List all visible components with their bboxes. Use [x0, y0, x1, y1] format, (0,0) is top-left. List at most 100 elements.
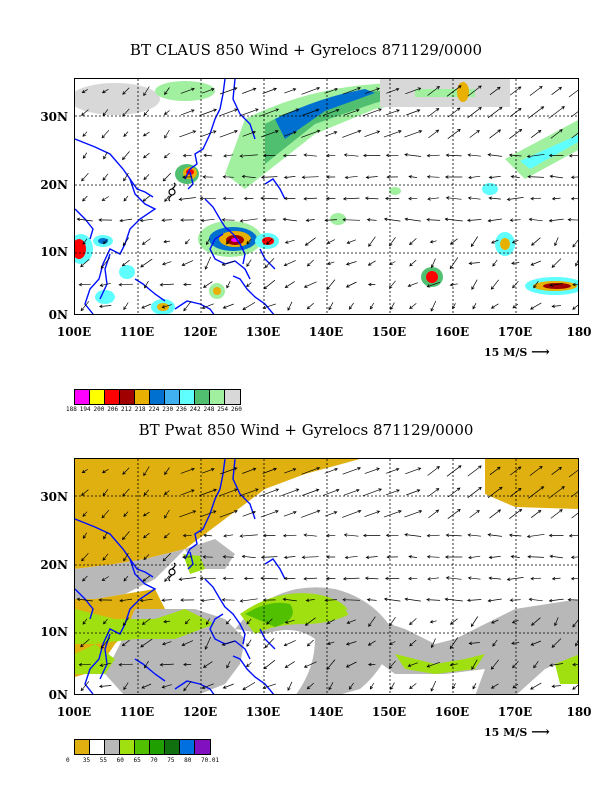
- wind-arrow: [301, 86, 321, 95]
- wind-arrow: [325, 533, 336, 538]
- wind-arrow: [469, 129, 480, 138]
- p1-lat-10n: 10N: [40, 245, 68, 259]
- wind-arrow: [281, 488, 300, 497]
- wind-arrow: [204, 256, 212, 270]
- wind-arrow: [467, 576, 481, 580]
- wind-arrow: [531, 617, 541, 626]
- wind-arrow: [223, 154, 234, 158]
- longitude-label: 120E: [182, 325, 218, 339]
- colorbar-swatch: [165, 390, 180, 404]
- wind-arrow: [143, 489, 150, 496]
- wind-arrow: [82, 575, 88, 582]
- wind-arrow: [305, 218, 315, 222]
- wind-arrow: [142, 511, 150, 517]
- wind-arrow: [324, 218, 337, 223]
- wind-arrow: [201, 88, 215, 94]
- wind-arrow: [386, 467, 400, 474]
- p1-lat-0n: 0N: [48, 308, 68, 322]
- wind-arrow: [509, 218, 521, 222]
- wind-arrow: [529, 465, 543, 476]
- wind-arrow: [303, 577, 318, 581]
- wind-arrow: [262, 683, 277, 689]
- colorbar-label: 248: [203, 406, 215, 413]
- colorbar-swatch: [75, 740, 90, 754]
- wind-arrow: [512, 303, 519, 309]
- wind-arrow: [246, 662, 252, 667]
- p1-lat-30n: 30N: [40, 110, 68, 124]
- wind-arrow: [284, 281, 295, 289]
- wind-arrow: [262, 87, 277, 94]
- wind-arrow: [427, 86, 440, 96]
- wind-arrow: [141, 238, 151, 245]
- wind-arrow: [426, 281, 440, 288]
- wind-arrow: [161, 598, 173, 602]
- wind-arrow: [241, 174, 256, 179]
- wind-arrow: [182, 555, 193, 559]
- wind-arrow: [344, 175, 358, 180]
- wind-arrow: [206, 238, 210, 246]
- wind-arrow: [219, 488, 238, 497]
- wind-arrow: [306, 682, 314, 690]
- wind-arrow: [445, 153, 462, 157]
- wind-arrow: [178, 577, 196, 581]
- longitude-label: 160E: [434, 325, 470, 339]
- wind-arrow: [551, 258, 562, 268]
- wind-arrow: [246, 639, 252, 647]
- wind-arrow: [427, 197, 440, 201]
- wind-arrow: [467, 85, 482, 97]
- wind-arrow: [283, 175, 296, 180]
- wind-arrow: [141, 683, 152, 689]
- wind-arrow: [262, 303, 277, 309]
- wind-arrow: [181, 260, 194, 266]
- wind-arrow: [100, 257, 111, 269]
- wind-arrow: [409, 618, 417, 626]
- colorbar-label: 260: [231, 406, 242, 413]
- longitude-label: 160E: [434, 705, 470, 719]
- wind-arrow: [260, 196, 279, 200]
- wind-arrow: [262, 533, 276, 538]
- wind-arrow: [528, 597, 543, 602]
- wind-arrow: [571, 132, 578, 139]
- wind-arrow: [119, 218, 133, 223]
- wind-arrow: [226, 280, 231, 289]
- wind-arrow: [551, 196, 561, 201]
- wind-arrow: [266, 238, 273, 245]
- wind-arrow: [452, 303, 456, 310]
- wind-arrow: [260, 555, 278, 560]
- wind-arrow: [572, 282, 578, 287]
- wind-arrow: [266, 618, 273, 625]
- wind-arrow: [526, 153, 545, 159]
- wind-arrow: [80, 638, 90, 648]
- wind-arrow: [123, 195, 129, 202]
- wind-arrow: [246, 618, 252, 625]
- wind-arrow: [121, 639, 130, 647]
- wind-arrow: [345, 281, 357, 288]
- wind-arrow: [362, 488, 382, 497]
- wind-arrow: [444, 597, 463, 602]
- wind-arrow: [242, 682, 256, 690]
- colorbar-swatch: [135, 390, 150, 404]
- wind-arrow: [551, 304, 561, 308]
- wind-arrow: [568, 469, 578, 478]
- colorbar-label: 188: [66, 406, 77, 413]
- wind-arrow: [303, 281, 317, 288]
- wind-arrow: [243, 576, 254, 581]
- wind-arrow: [506, 197, 524, 202]
- wind-arrow: [141, 303, 152, 309]
- wind-arrow: [282, 153, 297, 158]
- wind-arrow: [202, 661, 213, 668]
- wind-arrow: [529, 85, 543, 96]
- longitude-label: 100E: [56, 325, 92, 339]
- wind-arrow: [444, 175, 463, 179]
- wind-arrow: [178, 197, 196, 201]
- wind-arrow: [468, 261, 480, 266]
- colorbar-label: 75: [167, 757, 175, 764]
- wind-arrow: [122, 87, 130, 95]
- wind-arrow: [180, 109, 195, 116]
- coastline: [75, 79, 286, 314]
- wind-arrow: [142, 131, 150, 137]
- colorbar-swatch: [120, 740, 135, 754]
- wind-arrow: [346, 239, 356, 244]
- wind-arrow: [427, 108, 440, 117]
- wind-arrow: [470, 616, 478, 628]
